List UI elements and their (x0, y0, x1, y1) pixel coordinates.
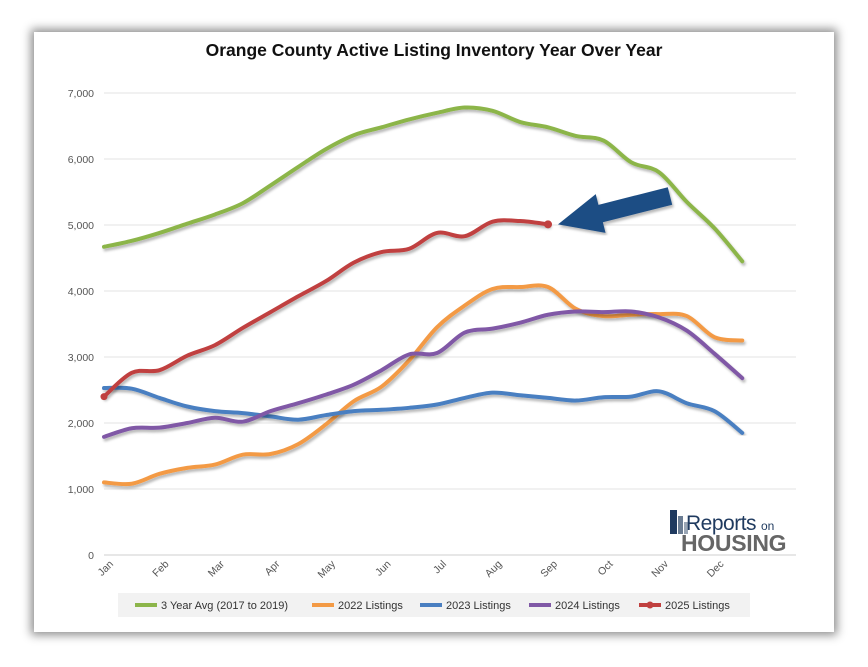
logo-housing-text: HOUSING (681, 530, 786, 556)
x-tick-label: Aug (483, 558, 505, 580)
legend-label: 3 Year Avg (2017 to 2019) (161, 600, 288, 612)
series-line-2023-listings (102, 385, 745, 435)
y-tick-label: 0 (88, 550, 94, 562)
series-lines (100, 105, 745, 487)
series-line-3-year-avg-2017-to-2019 (102, 105, 745, 264)
legend-marker (646, 601, 654, 609)
arrow-icon (558, 187, 673, 233)
series-line-2024-listings (102, 309, 745, 439)
legend-item: 2025 Listings (639, 600, 730, 612)
y-tick-label: 5,000 (68, 220, 94, 232)
x-tick-label: Jan (96, 558, 117, 579)
x-tick-label: Mar (206, 558, 228, 580)
x-tick-label: Feb (150, 558, 171, 579)
x-tick-label: Jul (431, 558, 449, 576)
series-line-2025-listings (102, 218, 550, 399)
reports-on-housing-logo: Reports on HOUSING (670, 510, 787, 556)
x-tick-label: May (316, 558, 339, 581)
logo-on-text: on (761, 519, 774, 533)
y-tick-label: 1,000 (68, 484, 94, 496)
x-tick-label: Jun (373, 558, 394, 579)
legend-label: 2024 Listings (555, 600, 620, 612)
y-tick-label: 7,000 (68, 88, 94, 100)
chart-title: Orange County Active Listing Inventory Y… (205, 40, 663, 60)
series-end-point (544, 220, 552, 229)
legend-label: 2025 Listings (665, 600, 730, 612)
series-start-point (100, 393, 108, 401)
legend-label: 2022 Listings (338, 600, 403, 612)
legend: 3 Year Avg (2017 to 2019) 2022 Listings 20… (118, 593, 750, 617)
logo-building-icon (670, 510, 688, 534)
y-tick-label: 2,000 (68, 418, 94, 430)
series-line-2022-listings (102, 283, 745, 487)
annotation-arrow (558, 187, 673, 233)
legend-item: 2024 Listings (529, 600, 620, 612)
x-tick-label: Sep (538, 558, 560, 580)
logo-reports-text: Reports (686, 512, 756, 535)
y-tick-label: 4,000 (68, 286, 94, 298)
x-tick-label: Oct (595, 558, 615, 578)
y-tick-label: 3,000 (68, 352, 94, 364)
y-axis-ticks: 0 1,000 2,000 3,000 4,000 5,000 6,000 7,000 (68, 88, 94, 562)
y-tick-label: 6,000 (68, 154, 94, 166)
x-tick-label: Apr (262, 558, 282, 578)
legend-item: 3 Year Avg (2017 to 2019) (135, 600, 288, 612)
legend-item: 2022 Listings (312, 600, 403, 612)
x-axis-ticks: Jan Feb Mar Apr May Jun Jul Aug Sep Oct Nov Dec (96, 558, 727, 581)
legend-label: 2023 Listings (446, 600, 511, 612)
x-tick-label: Nov (649, 558, 671, 580)
x-tick-label: Dec (705, 558, 727, 580)
legend-item: 2023 Listings (420, 600, 511, 612)
gridlines (104, 92, 796, 556)
